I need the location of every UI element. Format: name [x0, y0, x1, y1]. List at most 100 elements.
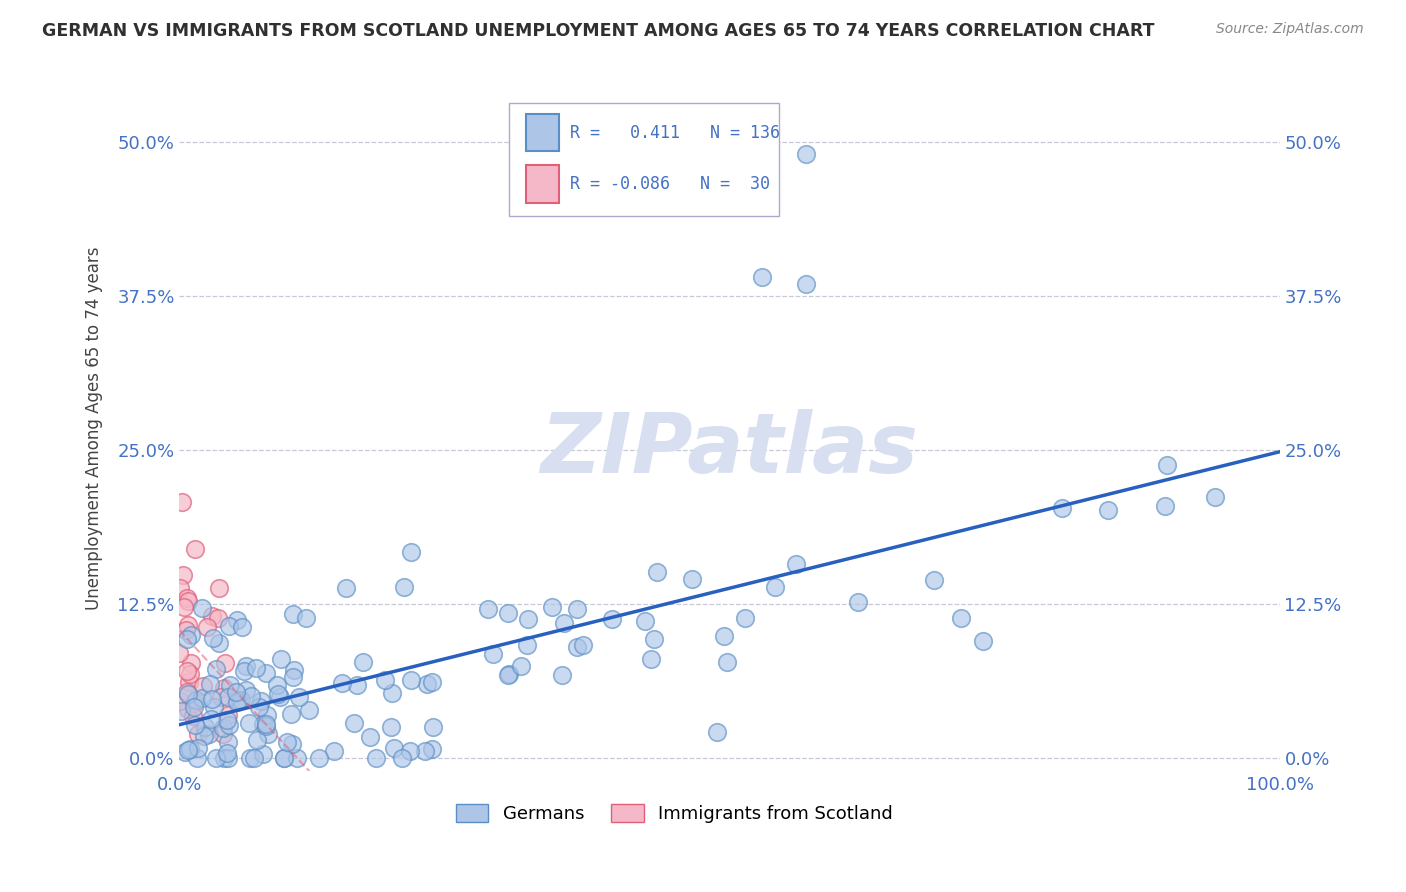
Point	[179, 666, 201, 681]
Point	[366, 751, 388, 765]
Point	[343, 716, 366, 731]
Point	[218, 618, 240, 632]
Point	[380, 720, 402, 734]
Point	[551, 668, 574, 682]
Point	[322, 744, 344, 758]
Point	[276, 735, 298, 749]
Point	[177, 743, 200, 757]
Point	[398, 744, 420, 758]
Point	[193, 729, 215, 743]
Point	[173, 745, 195, 759]
Point	[235, 682, 257, 697]
Point	[170, 704, 193, 718]
Point	[681, 572, 703, 586]
Point	[335, 581, 357, 595]
Point	[1050, 501, 1073, 516]
Point	[288, 690, 311, 704]
Point	[1156, 458, 1178, 472]
Point	[201, 692, 224, 706]
Point	[211, 727, 233, 741]
Point	[254, 716, 277, 731]
Point	[181, 709, 204, 723]
Point	[169, 581, 191, 595]
Point	[195, 620, 218, 634]
Point	[215, 713, 238, 727]
Point	[254, 719, 277, 733]
Point	[187, 727, 209, 741]
Point	[176, 594, 198, 608]
Point	[565, 602, 588, 616]
Point	[249, 693, 271, 707]
Point	[796, 277, 818, 291]
Point	[209, 690, 232, 704]
Point	[846, 595, 869, 609]
Point	[170, 495, 193, 509]
Point	[177, 687, 200, 701]
Point	[374, 673, 396, 688]
Point	[281, 737, 304, 751]
Point	[273, 751, 295, 765]
Point	[713, 629, 735, 643]
Point	[796, 147, 818, 161]
Point	[734, 611, 756, 625]
Point	[391, 751, 413, 765]
Point	[643, 632, 665, 647]
Point	[706, 725, 728, 739]
Point	[416, 676, 439, 690]
Point	[240, 689, 263, 703]
Point	[226, 614, 249, 628]
Point	[212, 681, 235, 695]
Point	[179, 675, 201, 690]
Point	[273, 751, 295, 765]
Point	[191, 691, 214, 706]
Point	[420, 742, 443, 756]
Point	[498, 668, 520, 682]
Point	[267, 687, 290, 701]
Text: GERMAN VS IMMIGRANTS FROM SCOTLAND UNEMPLOYMENT AMONG AGES 65 TO 74 YEARS CORREL: GERMAN VS IMMIGRANTS FROM SCOTLAND UNEMP…	[42, 22, 1154, 40]
Point	[215, 746, 238, 760]
Point	[235, 658, 257, 673]
Text: Source: ZipAtlas.com: Source: ZipAtlas.com	[1216, 22, 1364, 37]
Point	[202, 700, 225, 714]
Y-axis label: Unemployment Among Ages 65 to 74 years: Unemployment Among Ages 65 to 74 years	[86, 247, 103, 610]
Point	[180, 627, 202, 641]
Point	[1154, 500, 1177, 514]
Point	[208, 636, 231, 650]
Point	[214, 656, 236, 670]
Text: ZIPatlas: ZIPatlas	[540, 409, 918, 490]
Point	[176, 591, 198, 605]
Point	[359, 730, 381, 744]
Point	[219, 678, 242, 692]
Point	[212, 751, 235, 765]
Point	[207, 611, 229, 625]
Point	[516, 638, 538, 652]
Point	[246, 732, 269, 747]
Point	[208, 581, 231, 595]
Point	[217, 690, 239, 705]
Point	[352, 655, 374, 669]
Point	[640, 652, 662, 666]
Point	[184, 542, 207, 557]
Point	[226, 695, 249, 709]
Point	[269, 690, 291, 704]
Point	[716, 655, 738, 669]
Point	[281, 670, 304, 684]
Point	[179, 741, 201, 756]
Point	[252, 717, 274, 731]
Point	[401, 545, 423, 559]
Point	[420, 675, 443, 690]
Point	[176, 664, 198, 678]
Point	[186, 693, 208, 707]
Point	[183, 718, 205, 732]
Point	[517, 612, 540, 626]
Point	[191, 601, 214, 615]
Point	[298, 703, 321, 717]
Point	[200, 712, 222, 726]
Point	[247, 700, 270, 714]
Point	[169, 694, 191, 708]
Point	[422, 720, 444, 734]
FancyBboxPatch shape	[526, 165, 560, 202]
Point	[174, 623, 197, 637]
FancyBboxPatch shape	[526, 114, 560, 152]
Point	[283, 664, 305, 678]
